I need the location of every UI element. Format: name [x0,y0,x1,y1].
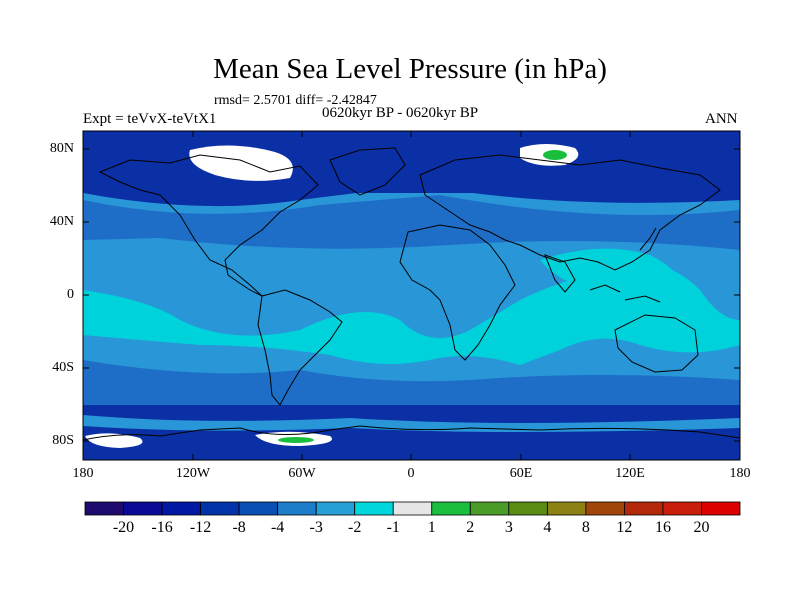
colorbar-label: -12 [189,519,212,536]
lat-label-80s: 80S [52,433,74,448]
stats-line: rmsd= 2.5701 diff= -2.42847 [214,93,377,108]
colorbar-label: -2 [348,519,362,536]
coast-australia [614,314,699,373]
colorbar-label: -20 [112,519,135,536]
colorbar-swatch [84,501,124,516]
coast-north-america [98,154,319,297]
period-line: 0620kyr BP - 0620kyr BP [322,105,479,121]
field-tropics [83,263,740,365]
coast-eurasia [419,154,721,271]
coast-antarctica [83,425,740,441]
lat-label-80n: 80N [49,141,74,156]
lat-label-40s: 40S [52,360,74,375]
season-label: ANN [705,111,738,127]
lon-label-180e: 180 [729,466,751,481]
coast-africa [399,224,516,361]
field-band-north-edge [83,185,740,207]
field-patch-canada [189,145,293,181]
colorbar-swatch [354,501,394,516]
coast-south-america [257,289,343,406]
lon-label-0: 0 [407,466,415,481]
colorbar-swatch [469,501,510,516]
coastlines [83,147,740,441]
colorbar-swatch [123,501,163,516]
lon-label-60e: 60E [509,466,533,481]
lat-label-0: 0 [67,287,74,302]
colorbar-label: 4 [543,519,552,536]
lon-label-120w: 120W [175,466,211,481]
field-west-pacific [540,248,682,300]
colorbar-label: 2 [466,519,475,536]
colorbar-swatch [200,501,240,516]
colorbar-label: -3 [309,519,323,536]
axis-ticks [82,131,741,460]
colorbar-swatch [277,501,317,516]
coast-india [544,254,576,293]
colorbar-label: -1 [386,519,400,536]
colorbar-label: 12 [616,519,633,536]
field-belt-north [83,195,740,250]
colorbar-label: -4 [270,519,285,536]
lat-label-40n: 40N [49,214,74,229]
coast-greenland [329,147,406,196]
lon-label-180w: 180 [72,466,94,481]
colorbar-swatch [392,501,433,516]
map-title: Mean Sea Level Pressure (in hPa) [213,53,607,85]
pressure-field [83,131,740,460]
field-belt-south [83,360,740,405]
colorbar-swatch [161,501,201,516]
field-band-south [83,405,740,460]
colorbar-label: 3 [504,519,513,536]
colorbar-swatch [315,501,356,516]
colorbar-label: 8 [581,519,590,536]
colorbar-swatch [431,501,471,516]
colorbar-label: -16 [151,519,173,536]
colorbar-swatch [508,501,548,516]
colorbar-swatch [546,501,587,516]
colorbar-label: 1 [427,519,436,536]
colorbar-swatch [624,501,664,516]
field-positive-antarctic [278,437,314,443]
field-band-north [83,131,740,193]
colorbar [84,501,741,516]
colorbar-swatch [585,501,625,516]
field-ring-south [83,415,740,432]
colorbar-label: -8 [232,519,246,536]
lon-label-120e: 120E [615,466,645,481]
colorbar-swatch [238,501,279,516]
lon-label-60w: 60W [288,466,316,481]
colorbar-swatch [662,501,702,516]
field-positive-greenland [543,150,567,160]
experiment-label: Expt = teVvX-teVtX1 [83,111,217,127]
colorbar-label: 20 [693,519,710,536]
coast-maritime-continent [589,227,661,303]
colorbar-swatch [701,501,741,516]
colorbar-label: 16 [654,519,671,536]
